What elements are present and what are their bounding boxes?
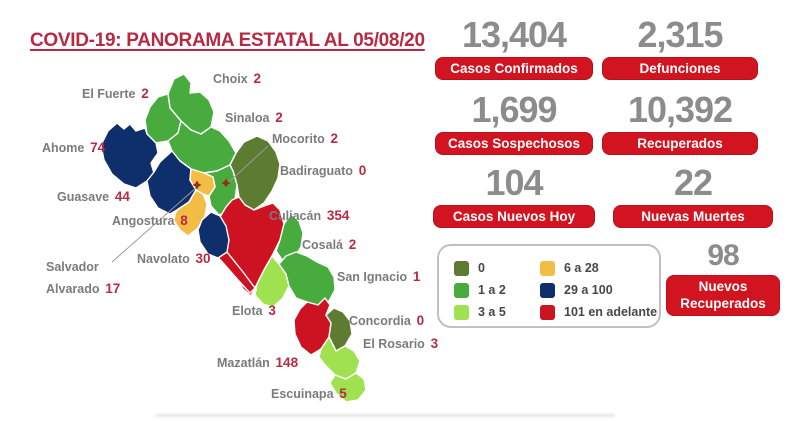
map-legend: 0 1 a 2 3 a 5 6 a 28 29 a 100 101 en ade…: [437, 244, 661, 328]
legend-swatch-icon: [454, 282, 469, 298]
stat-casos-sospechosos: 1,699 Casos Sospechosos: [435, 89, 593, 156]
slide-bottom-shadow: [155, 414, 615, 417]
legend-swatch-icon: [540, 304, 555, 320]
legend-label: 3 a 5: [478, 305, 506, 319]
legend-item-1: 1 a 2: [454, 279, 540, 301]
stat-label-button[interactable]: Defunciones: [602, 56, 758, 81]
legend-label: 0: [478, 261, 485, 275]
legend-swatch-icon: [540, 260, 555, 276]
stat-label-button[interactable]: Recuperados: [602, 131, 758, 156]
stat-label-button[interactable]: Casos Nuevos Hoy: [433, 204, 595, 229]
city-location-marker-icon: [192, 180, 202, 190]
legend-item-5: 101 en adelante: [540, 301, 659, 323]
stat-casos-confirmados: 13,404 Casos Confirmados: [435, 14, 593, 81]
legend-item-0: 0: [454, 257, 540, 279]
stat-label-button[interactable]: Casos Confirmados: [435, 56, 593, 81]
municipality-el-rosario[interactable]: [318, 336, 361, 380]
municipality-escuinapa[interactable]: [329, 372, 367, 403]
legend-label: 29 a 100: [564, 283, 613, 297]
stat-value: 2,315: [637, 14, 723, 55]
municipality-san-ignacio[interactable]: [278, 251, 336, 306]
municipality-navolato[interactable]: [197, 211, 230, 259]
legend-label: 1 a 2: [478, 283, 506, 297]
municipality-salvador-alvarado[interactable]: [189, 168, 216, 197]
stat-value: 22: [673, 162, 713, 203]
stat-defunciones: 2,315 Defunciones: [602, 14, 758, 81]
legend-label: 101 en adelante: [564, 305, 658, 319]
municipality-concordia[interactable]: [325, 307, 353, 352]
municipality-badiraguato[interactable]: [229, 135, 281, 211]
stat-recuperados: 10,392 Recuperados: [602, 89, 758, 156]
legend-swatch-icon: [454, 260, 469, 276]
municipality-ahome[interactable]: [100, 122, 159, 189]
legend-swatch-icon: [540, 282, 555, 298]
legend-item-3: 6 a 28: [540, 257, 659, 279]
stat-value: 104: [485, 162, 543, 203]
city-location-marker-icon: [221, 178, 231, 188]
stat-casos-nuevos-hoy: 104 Casos Nuevos Hoy: [433, 162, 595, 229]
stat-value: 98: [707, 239, 739, 272]
stat-label-button[interactable]: Nuevos Recuperados: [666, 274, 780, 316]
legend-label: 6 a 28: [564, 261, 599, 275]
legend-item-2: 3 a 5: [454, 301, 540, 323]
label-leader-line: [227, 145, 269, 184]
stat-nuevos-recuperados: 98 Nuevos Recuperados: [666, 240, 780, 316]
legend-item-4: 29 a 100: [540, 279, 659, 301]
stat-value: 10,392: [627, 89, 733, 130]
legend-swatch-icon: [454, 304, 469, 320]
stat-value: 1,699: [471, 89, 557, 130]
stat-nuevas-muertes: 22 Nuevas Muertes: [613, 162, 773, 229]
stat-value: 13,404: [461, 14, 567, 55]
stat-label-button[interactable]: Nuevas Muertes: [613, 204, 773, 229]
stat-label-button[interactable]: Casos Sospechosos: [435, 131, 593, 156]
label-leader-line: [111, 186, 198, 263]
page-title: COVID-19: PANORAMA ESTATAL AL 05/08/20: [30, 30, 425, 51]
